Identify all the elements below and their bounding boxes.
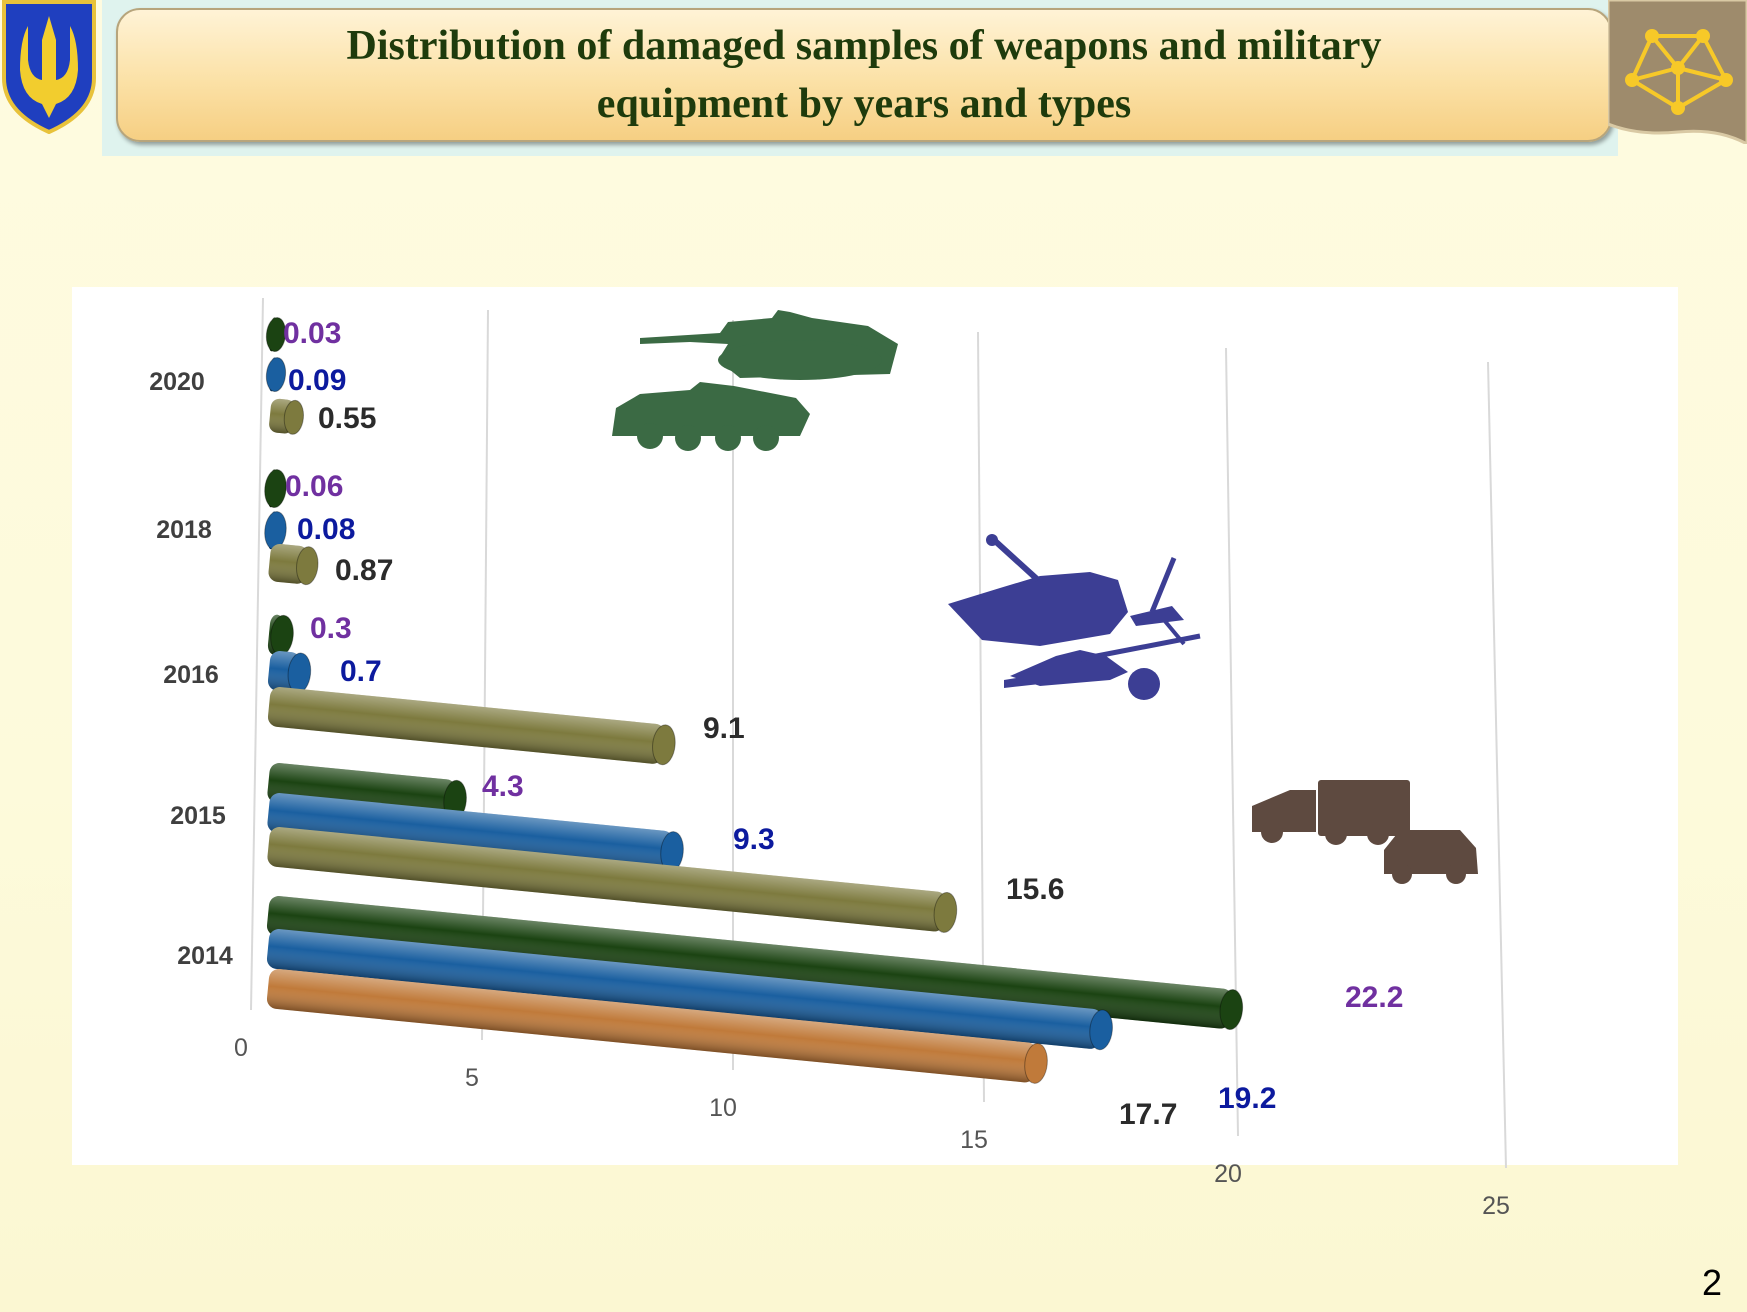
bar-2015-series-3 [267, 827, 958, 933]
y-label-2014: 2014 [177, 942, 233, 970]
tank-and-apc-silhouette-icon [612, 310, 898, 451]
bar-2020-series-1 [265, 317, 287, 353]
page-number: 2 [1702, 1262, 1723, 1303]
ukraine-trident-emblem-icon [2, 0, 96, 134]
gridline-0 [250, 297, 264, 1011]
value-label-2018-series-3: 0.87 [335, 554, 393, 587]
bar-2014-series-3 [266, 969, 1048, 1084]
value-label-2016-series-1: 0.3 [310, 612, 352, 645]
y-label-2015: 2015 [170, 802, 226, 830]
title-banner: Distribution of damaged samples of weapo… [116, 8, 1612, 142]
y-label-2016: 2016 [163, 661, 219, 689]
value-label-2020-series-1: 0.03 [283, 317, 341, 350]
value-label-2015-series-1: 4.3 [482, 770, 524, 803]
gridline-25 [1487, 361, 1507, 1169]
y-label-2020: 2020 [149, 368, 205, 396]
bar-2015-series-2 [267, 793, 684, 873]
bar-2014-series-2 [266, 929, 1113, 1051]
value-label-2016-series-3: 9.1 [703, 712, 745, 745]
value-label-2014-series-2: 19.2 [1218, 1082, 1276, 1115]
bar-2020-series-2 [265, 357, 287, 393]
bar-2020-series-3 [269, 398, 304, 435]
x-tick-5: 5 [465, 1064, 479, 1092]
value-label-2015-series-2: 9.3 [733, 823, 775, 856]
value-label-2020-series-3: 0.55 [318, 402, 376, 435]
value-label-2016-series-2: 0.7 [340, 655, 382, 688]
value-label-2018-series-2: 0.08 [297, 513, 355, 546]
page-title-line-2: equipment by years and types [596, 81, 1132, 127]
page-title-line-1: Distribution of damaged samples of weapo… [346, 23, 1382, 69]
value-label-2015-series-3: 15.6 [1006, 873, 1064, 906]
bar-2018-series-3 [268, 543, 319, 586]
bar-2016-series-2 [267, 651, 312, 694]
x-tick-15: 15 [960, 1126, 988, 1154]
x-tick-25: 25 [1482, 1192, 1510, 1220]
x-axis-ticks: 0 5 10 15 20 25 [234, 1034, 1510, 1220]
bar-2018-series-1 [264, 469, 287, 509]
x-tick-10: 10 [709, 1094, 737, 1122]
network-node-logo-icon [1608, 0, 1747, 144]
y-label-2018: 2018 [156, 516, 212, 544]
value-labels: 0.03 0.06 0.3 4.3 22.2 0.09 0.08 0.7 9.3 19.2 0.55… [283, 317, 1403, 1131]
value-label-2018-series-1: 0.06 [285, 470, 343, 503]
x-tick-20: 20 [1214, 1160, 1242, 1188]
artillery-silhouette-icon [948, 534, 1201, 700]
bar-2016-series-3 [267, 687, 676, 766]
value-label-2014-series-1: 22.2 [1345, 981, 1403, 1014]
value-label-2014-series-3: 17.7 [1119, 1098, 1177, 1131]
bar-2014-series-1 [266, 896, 1244, 1030]
bars [264, 317, 1244, 1084]
value-label-2020-series-2: 0.09 [288, 364, 346, 397]
trucks-silhouette-icon [1252, 780, 1478, 884]
x-tick-0: 0 [234, 1034, 248, 1062]
bar-2016-series-1 [267, 614, 294, 656]
